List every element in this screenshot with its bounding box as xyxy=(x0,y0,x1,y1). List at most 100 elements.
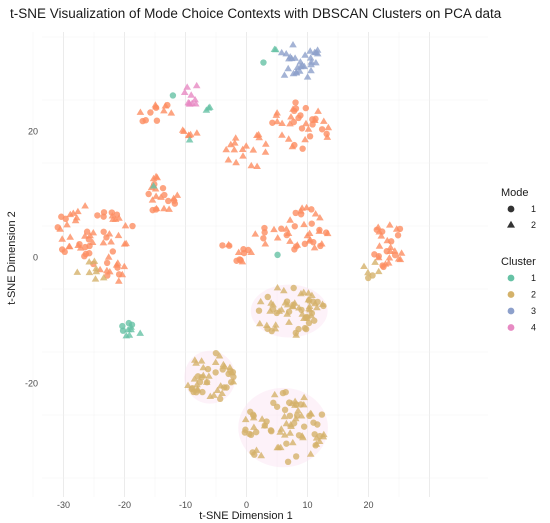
data-point xyxy=(246,430,253,438)
data-point xyxy=(306,450,315,457)
data-point xyxy=(278,131,286,138)
data-point xyxy=(273,403,281,410)
data-point xyxy=(108,209,116,216)
data-point xyxy=(301,324,309,332)
x-tick-label: 10 xyxy=(302,500,312,510)
data-point xyxy=(230,373,237,381)
data-point xyxy=(302,104,310,112)
data-point xyxy=(386,221,394,228)
data-points xyxy=(54,41,406,468)
data-point xyxy=(114,259,122,266)
data-point xyxy=(105,230,114,237)
legend-cluster-label: 2 xyxy=(531,290,536,300)
data-point xyxy=(251,451,258,458)
data-point xyxy=(109,248,117,255)
data-point xyxy=(261,224,268,232)
x-tick-label: -30 xyxy=(57,500,70,510)
data-point xyxy=(286,399,293,406)
data-point xyxy=(191,356,199,363)
data-point xyxy=(311,116,319,123)
data-point xyxy=(231,139,239,146)
data-point xyxy=(305,304,313,312)
legend-swatch-cluster xyxy=(507,307,515,315)
data-point xyxy=(323,229,332,237)
data-point xyxy=(224,240,233,248)
data-point xyxy=(85,268,94,276)
data-point xyxy=(308,206,315,213)
data-point xyxy=(314,421,321,428)
data-point xyxy=(292,329,300,337)
data-point xyxy=(300,393,308,401)
data-point xyxy=(269,301,277,308)
data-point xyxy=(199,371,208,378)
x-tick-label: 0 xyxy=(244,500,249,510)
data-point xyxy=(308,291,316,298)
cluster-halo xyxy=(238,387,328,468)
data-point xyxy=(261,148,270,155)
data-point xyxy=(282,225,291,232)
data-point xyxy=(283,310,291,317)
data-point xyxy=(304,125,313,132)
data-point xyxy=(289,41,297,48)
data-point xyxy=(256,297,265,305)
data-point xyxy=(375,242,384,249)
data-point xyxy=(273,284,282,291)
data-point xyxy=(286,120,294,127)
data-point xyxy=(307,58,316,65)
data-point xyxy=(83,228,91,235)
data-point xyxy=(301,240,309,248)
data-point xyxy=(212,349,220,357)
data-point xyxy=(185,136,194,143)
data-point xyxy=(187,91,195,98)
data-point xyxy=(271,321,280,328)
data-point xyxy=(255,307,263,314)
data-point xyxy=(257,451,265,459)
data-point xyxy=(122,332,131,339)
legend-shape-circle xyxy=(507,205,515,213)
data-point xyxy=(115,277,123,284)
data-point xyxy=(287,54,296,62)
legend-swatch-cluster xyxy=(507,274,515,282)
data-point xyxy=(252,446,261,453)
x-tick-label: -20 xyxy=(118,500,131,510)
data-point xyxy=(287,113,295,120)
data-point xyxy=(397,249,406,256)
data-point xyxy=(365,274,372,282)
data-point xyxy=(290,301,297,308)
data-point xyxy=(81,202,89,209)
data-point xyxy=(302,203,311,211)
data-point xyxy=(318,126,326,133)
data-point xyxy=(252,428,260,436)
data-point xyxy=(286,429,294,436)
data-point xyxy=(99,274,108,281)
data-point xyxy=(145,190,152,198)
y-tick-label: 20 xyxy=(28,127,38,137)
data-point xyxy=(319,433,328,440)
data-point xyxy=(298,310,307,317)
data-point xyxy=(250,412,257,420)
data-point xyxy=(211,358,220,365)
data-point xyxy=(88,238,97,245)
data-point xyxy=(240,246,247,253)
data-point xyxy=(315,437,324,444)
data-point xyxy=(298,306,305,314)
data-point xyxy=(184,98,193,106)
data-point xyxy=(298,204,306,211)
data-point xyxy=(264,293,271,301)
data-point xyxy=(231,134,240,141)
data-point xyxy=(224,156,233,163)
data-point xyxy=(169,194,178,201)
data-point xyxy=(152,206,160,213)
data-point xyxy=(312,434,321,441)
data-point xyxy=(318,411,326,418)
data-point xyxy=(386,247,395,254)
data-point xyxy=(167,109,176,116)
data-point xyxy=(81,232,89,239)
data-point xyxy=(364,268,372,276)
data-point xyxy=(260,422,269,429)
data-point xyxy=(308,220,315,227)
data-point xyxy=(254,130,263,138)
data-point xyxy=(320,117,328,124)
legend-swatch-cluster xyxy=(507,291,515,298)
